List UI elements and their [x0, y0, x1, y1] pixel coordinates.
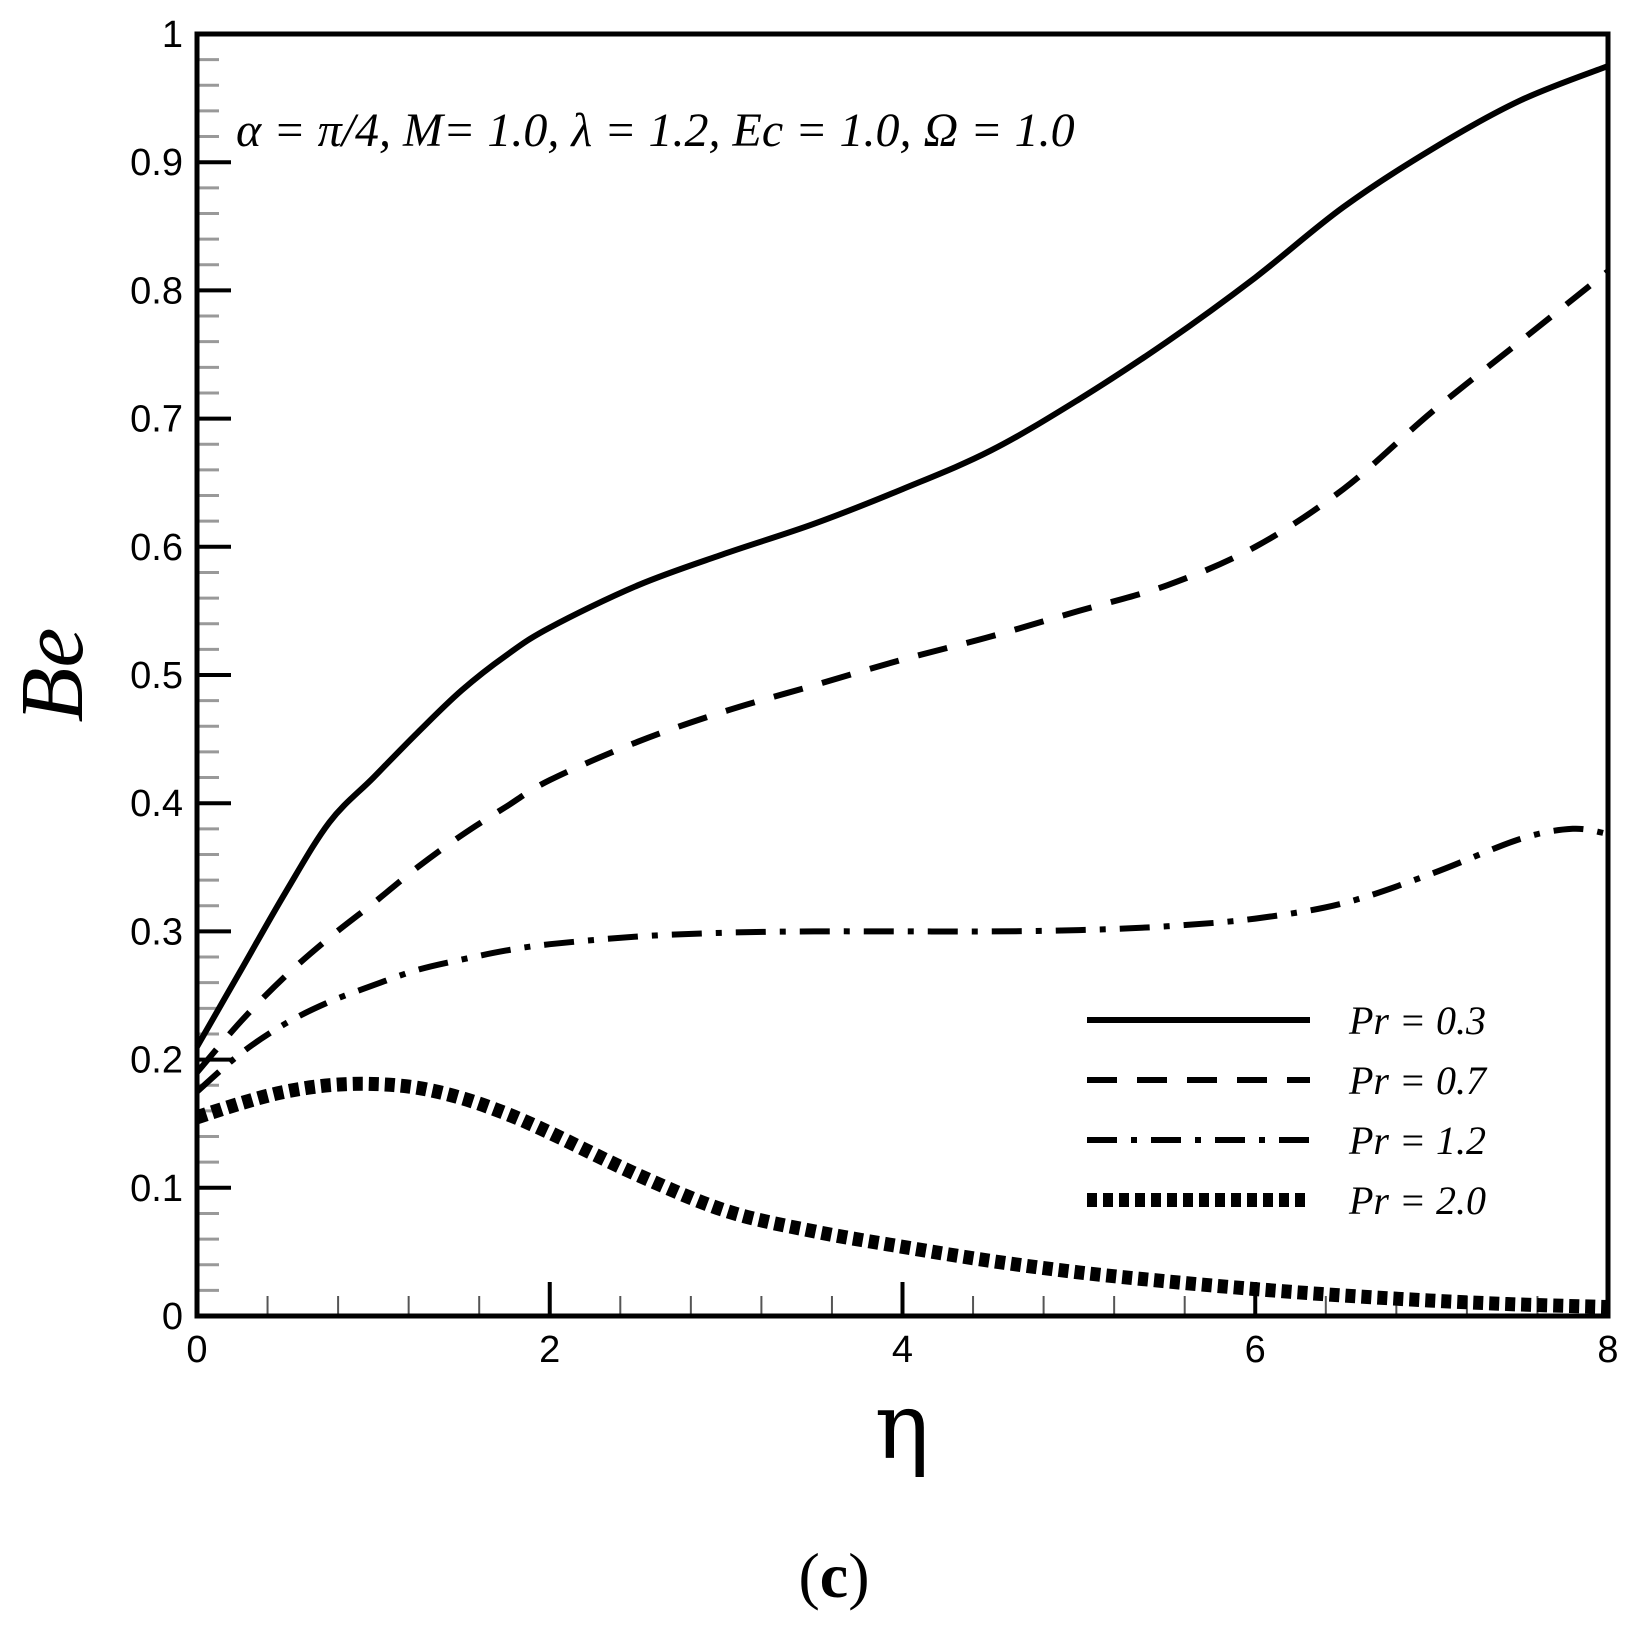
- legend-label-4: Pr = 2.0: [1348, 1178, 1486, 1223]
- y-tick-label: 0.8: [130, 270, 183, 312]
- y-tick-label: 0.9: [130, 142, 183, 184]
- panel-label-close: ): [848, 1540, 869, 1611]
- series-line-1: [194, 63, 1610, 1049]
- panel-label: (c): [798, 1540, 869, 1611]
- annotation: α = π/4, M= 1.0, λ = 1.2, Ec = 1.0, Ω = …: [236, 104, 1075, 157]
- series-line-3: [195, 825, 1609, 1094]
- x-tick-label: 8: [1597, 1329, 1618, 1371]
- y-tick-label: 0.2: [130, 1040, 183, 1082]
- tick-labels: 0 0.1 0.2 0.3 0.4 0.5 0.6 0.7 0.8 0.9 1 0 2 4 6 8: [130, 14, 1618, 1371]
- y-tick-label: 0.7: [130, 399, 183, 441]
- x-tick-label: 0: [186, 1329, 207, 1371]
- y-tick-label: 0.6: [130, 527, 183, 569]
- y-tick-label: 1: [162, 14, 183, 56]
- y-tick-label: 0.3: [130, 911, 183, 953]
- x-axis-label: η: [874, 1373, 929, 1480]
- legend: Pr = 0.3 Pr = 0.7 Pr = 1.2 Pr = 2.0: [1087, 998, 1488, 1223]
- y-tick-label: 0: [162, 1296, 183, 1338]
- series-layer: [194, 63, 1610, 1314]
- panel-label-letter: c: [820, 1540, 848, 1611]
- y-tick-label: 0.4: [130, 783, 183, 825]
- legend-label-3: Pr = 1.2: [1348, 1118, 1486, 1163]
- series-line-2: [194, 268, 1610, 1075]
- x-tick-label: 4: [892, 1329, 913, 1371]
- legend-label-1: Pr = 0.3: [1348, 998, 1486, 1043]
- x-tick-label: 2: [539, 1329, 560, 1371]
- legend-label-2: Pr = 0.7: [1348, 1058, 1488, 1103]
- y-axis-label: Be: [3, 628, 102, 723]
- panel-label-open: (: [798, 1540, 819, 1611]
- x-tick-label: 6: [1245, 1329, 1266, 1371]
- plot-frame: [194, 31, 1611, 1319]
- y-tick-label: 0.1: [130, 1168, 183, 1210]
- y-tick-label: 0.5: [130, 655, 183, 697]
